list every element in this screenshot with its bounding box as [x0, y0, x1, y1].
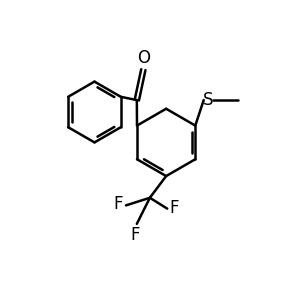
Text: O: O — [137, 49, 150, 67]
Text: F: F — [130, 226, 139, 244]
Text: S: S — [203, 91, 214, 109]
Text: F: F — [114, 195, 123, 213]
Text: F: F — [170, 199, 179, 217]
